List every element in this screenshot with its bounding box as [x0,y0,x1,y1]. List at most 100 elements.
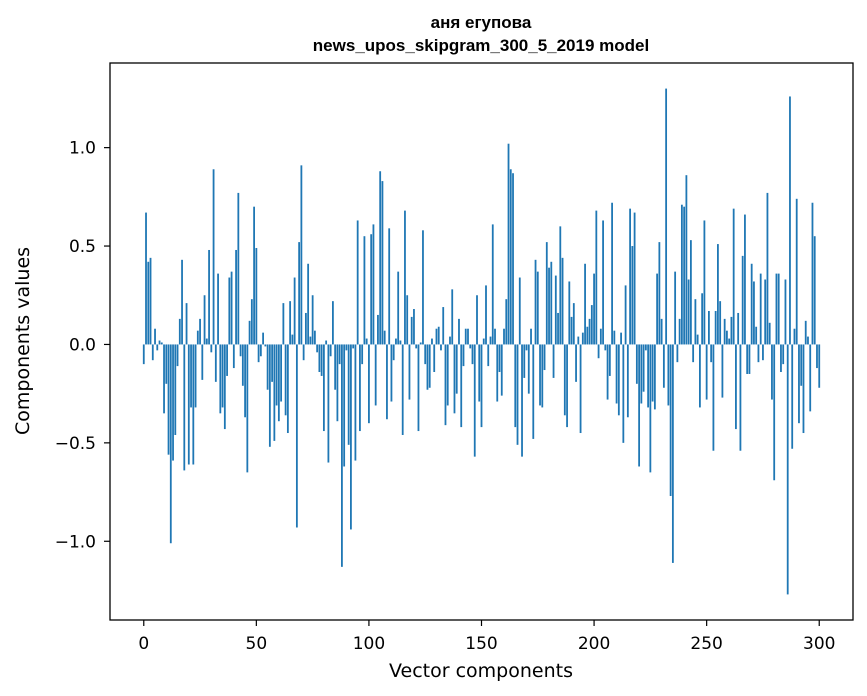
bar-256 [719,301,722,345]
bar-134 [444,344,447,426]
bar-142 [462,344,465,367]
bar-147 [473,344,476,457]
bar-203 [599,328,602,345]
bar-288 [791,344,794,449]
bar-35 [221,344,224,408]
bar-224 [647,344,650,408]
bar-183 [554,275,557,345]
bar-292 [800,344,803,386]
bar-88 [341,344,343,567]
chart-subtitle: news_upos_skipgram_300_5_2019 model [313,36,649,55]
bar-104 [377,314,379,345]
bar-49 [253,206,255,345]
bar-215 [626,344,629,418]
bar-274 [759,273,762,345]
bar-285 [784,279,787,345]
bar-291 [798,344,800,424]
bar-126 [426,344,429,390]
bar-270 [750,263,753,345]
bar-164 [512,173,514,345]
bar-162 [507,143,510,345]
bar-188 [566,344,568,428]
bar-253 [712,344,715,451]
bar-192 [575,344,577,382]
bar-233 [667,344,670,406]
bar-21 [190,344,192,408]
bar-237 [676,344,679,363]
bar-44 [241,344,244,386]
bar-156 [494,328,496,345]
bar-33 [217,273,219,345]
bar-289 [793,328,796,345]
bar-137 [451,289,454,345]
bar-84 [332,301,334,345]
bar-248 [701,293,704,345]
bar-261 [730,316,733,345]
bar-190 [570,316,573,345]
bar-43 [239,344,242,357]
y-tick-label: −1.0 [55,532,96,552]
bar-4 [151,344,154,361]
bar-59 [275,344,278,406]
bar-96 [359,344,361,432]
bar-38 [228,277,231,345]
bar-264 [737,312,740,345]
bar-120 [413,309,415,345]
bar-30 [210,344,213,353]
bar-257 [721,344,724,398]
bar-259 [726,330,728,345]
bar-112 [395,338,397,345]
bar-221 [640,344,643,404]
bar-211 [617,344,620,416]
bar-213 [622,344,625,443]
y-tick-label: −0.5 [55,434,96,454]
bar-45 [244,344,246,418]
bar-228 [656,273,659,345]
bar-97 [361,344,364,365]
bar-298 [813,236,816,345]
bar-287 [789,96,791,345]
bar-18 [183,344,186,471]
bar-71 [302,344,305,361]
bar-293 [802,344,805,434]
bar-42 [237,192,240,345]
bar-148 [476,295,478,345]
x-tick-label: 100 [353,634,385,654]
bar-140 [458,318,460,345]
bar-222 [642,344,645,392]
bar-131 [437,326,440,345]
bar-20 [187,344,190,465]
bar-3 [149,257,152,345]
bar-219 [635,344,638,384]
bar-199 [590,305,593,345]
bar-300 [818,344,821,388]
bar-141 [460,344,463,428]
bar-105 [379,171,382,345]
bar-152 [485,285,487,345]
bar-170 [525,344,528,351]
bar-290 [795,198,798,345]
bar-160 [503,328,505,345]
bar-174 [534,259,537,345]
bar-122 [417,344,420,432]
bar-297 [811,202,814,345]
bar-272 [755,326,758,345]
bar-102 [372,224,375,345]
bar-28 [205,338,208,345]
bar-16 [178,318,181,345]
bar-95 [356,220,359,345]
bar-241 [685,175,688,345]
bar-34 [219,344,222,414]
bar-32 [214,344,217,382]
bar-276 [764,279,767,345]
bar-197 [586,326,589,345]
bar-115 [401,344,404,435]
bar-226 [651,344,654,402]
bar-169 [523,344,526,378]
bar-124 [422,230,424,345]
bar-269 [748,344,751,374]
x-tick-label: 250 [690,634,722,654]
bar-278 [768,322,771,345]
bar-133 [442,307,445,345]
